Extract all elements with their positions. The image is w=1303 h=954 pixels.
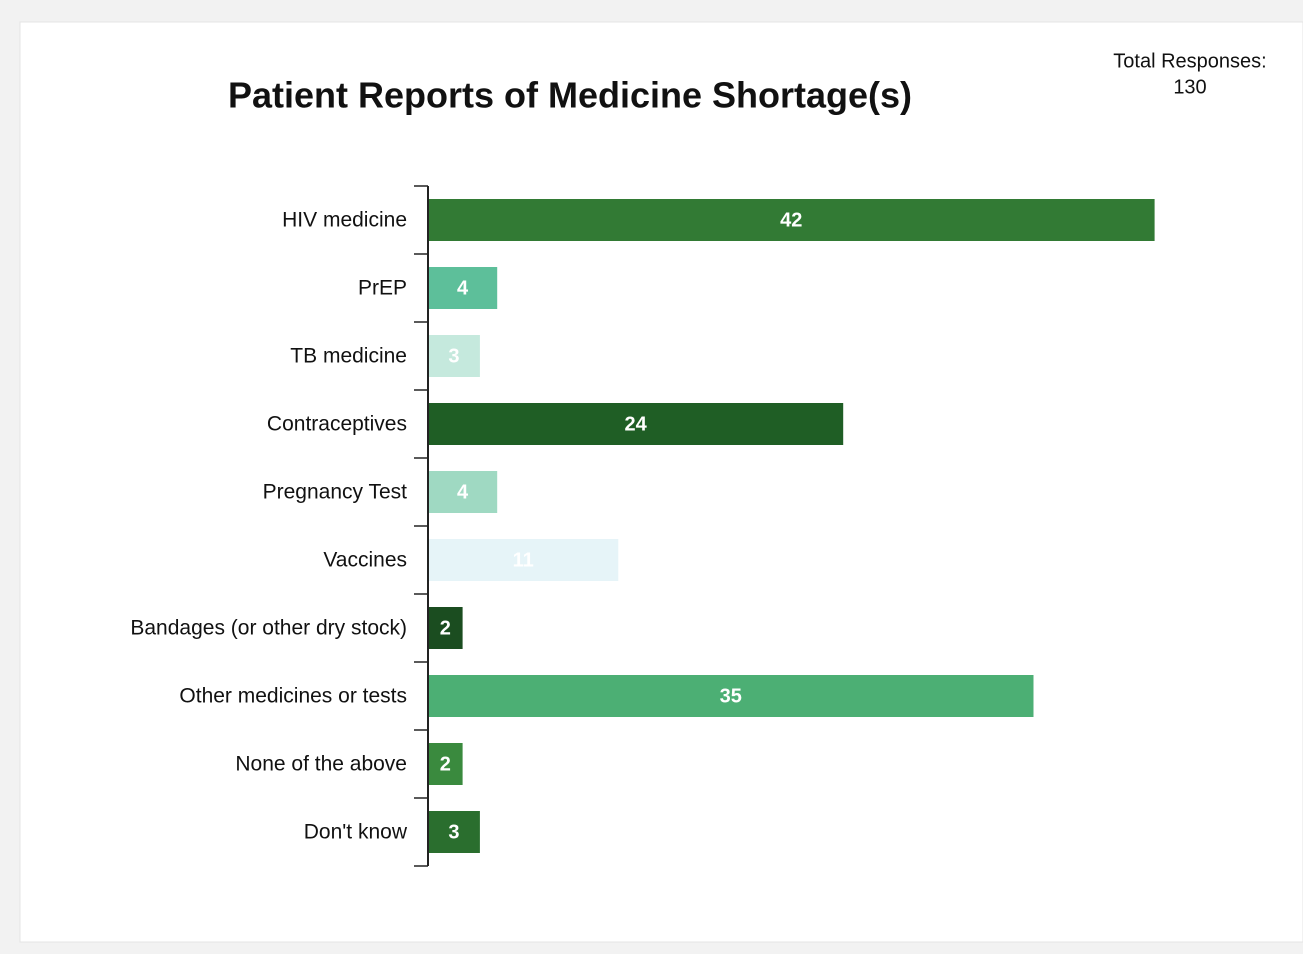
bar-value-label: 3 — [448, 821, 459, 843]
card — [19, 21, 1303, 943]
category-label: Bandages (or other dry stock) — [130, 617, 407, 640]
bar — [428, 471, 498, 513]
bar — [428, 539, 619, 581]
category-label: PrEP — [358, 277, 407, 300]
bar — [428, 267, 498, 309]
bar — [428, 675, 1034, 717]
chart-title: Patient Reports of Medicine Shortage(s) — [228, 75, 912, 116]
bar — [428, 403, 844, 445]
bar-value-label: 4 — [457, 481, 469, 503]
category-label: TB medicine — [290, 345, 407, 368]
bar-value-label: 24 — [624, 413, 647, 435]
category-label: None of the above — [235, 753, 407, 776]
category-label: Don't know — [304, 821, 408, 844]
bar-value-label: 42 — [780, 209, 802, 231]
bar-value-label: 35 — [720, 685, 742, 707]
bar — [428, 199, 1155, 241]
bar — [428, 811, 480, 853]
category-label: Vaccines — [323, 549, 407, 572]
category-label: HIV medicine — [282, 209, 407, 232]
bar — [428, 743, 463, 785]
category-label: Contraceptives — [267, 413, 407, 436]
bar — [428, 335, 480, 377]
bar-value-label: 2 — [440, 617, 451, 639]
total-value: 130 — [1173, 76, 1206, 98]
bar-value-label: 2 — [440, 753, 451, 775]
category-label: Other medicines or tests — [179, 685, 407, 708]
bar-value-label: 11 — [513, 549, 534, 571]
bar — [428, 607, 463, 649]
total-label: Total Responses: — [1113, 50, 1266, 72]
category-label: Pregnancy Test — [263, 481, 408, 504]
bar-value-label: 4 — [457, 277, 469, 299]
bar-value-label: 3 — [448, 345, 459, 367]
